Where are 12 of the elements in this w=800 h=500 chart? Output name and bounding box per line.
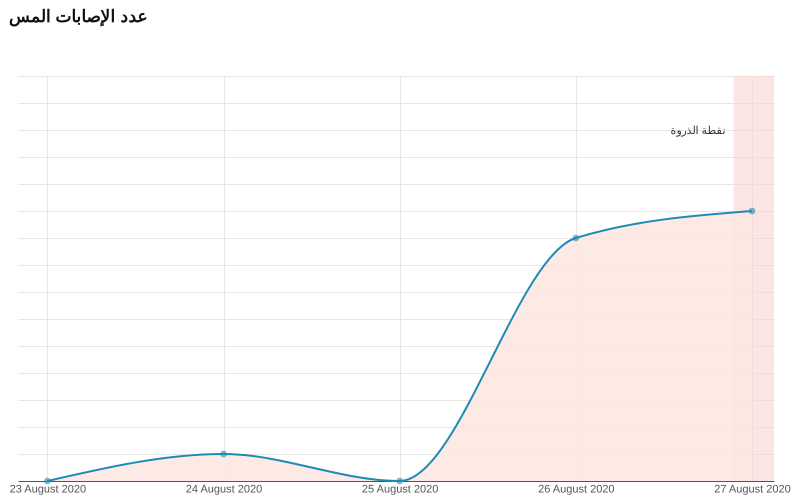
x-tick-label: 25 August 2020 xyxy=(362,484,438,496)
point xyxy=(396,478,404,484)
band-label: نقطة الذروة xyxy=(670,125,726,137)
chart-title: عدد الإصابات المس xyxy=(8,7,148,27)
point xyxy=(220,450,227,458)
point xyxy=(572,234,580,242)
x-tick-label: 24 August 2020 xyxy=(186,484,262,496)
x-tick-label: 27 August 2020 xyxy=(714,484,791,496)
x-tick-label: 23 August 2020 xyxy=(10,484,86,496)
x-tick-label: 26 August 2020 xyxy=(538,484,615,496)
point xyxy=(748,208,756,214)
point xyxy=(44,478,51,484)
